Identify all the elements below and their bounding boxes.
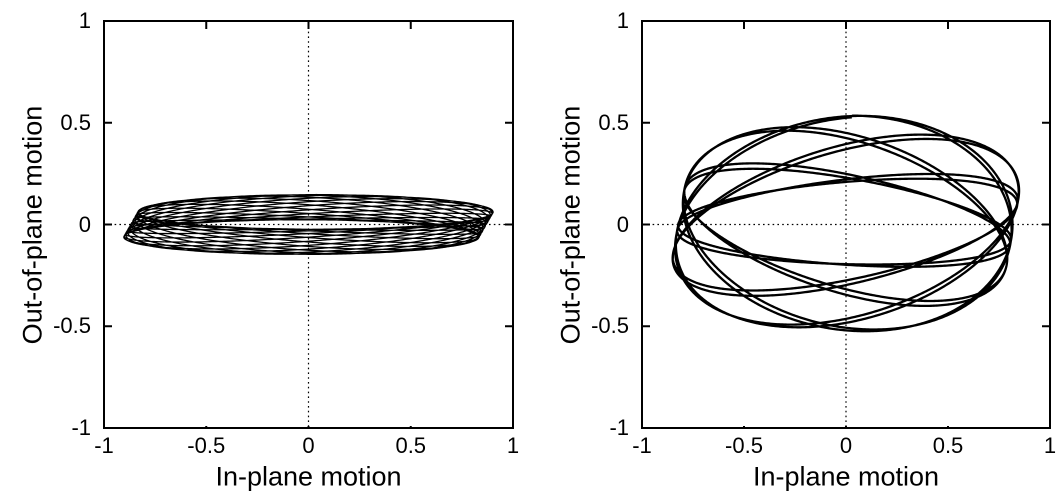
plot-area-left xyxy=(103,20,514,429)
y-tick-label-right: -0.5 xyxy=(591,313,629,339)
x-tick-label-left: -1 xyxy=(94,433,114,458)
x-axis-label-right: In-plane motion xyxy=(752,461,940,492)
y-tick-label-left: 0 xyxy=(78,211,91,237)
y-tick-label-right: 0.5 xyxy=(598,109,629,135)
y-tick-label-right: -1 xyxy=(609,415,629,440)
x-tick-label-left: 1 xyxy=(506,433,520,458)
x-tick-label-right: 0 xyxy=(839,433,853,458)
x-tick-label-left: 0.5 xyxy=(395,433,427,458)
x-tick-label-right: -0.5 xyxy=(725,433,763,458)
plot-area-right xyxy=(641,20,1051,429)
y-tick-label-left: -1 xyxy=(71,415,91,440)
x-tick-label-right: -1 xyxy=(632,433,652,458)
x-tick-label-left: -0.5 xyxy=(187,433,226,458)
y-tick-label-left: 0.5 xyxy=(60,109,91,135)
y-tick-label-left: 1 xyxy=(78,8,91,33)
x-tick-label-right: 0.5 xyxy=(932,433,964,458)
y-tick-label-left: -0.5 xyxy=(53,313,91,339)
x-tick-label-right: 1 xyxy=(1043,433,1057,458)
y-tick-label-right: 0 xyxy=(616,211,629,237)
y-axis-label-right: Out-of-plane motion xyxy=(555,105,586,344)
x-axis-label-left: In-plane motion xyxy=(215,461,402,492)
x-tick-label-left: 0 xyxy=(302,433,315,458)
y-tick-label-right: 1 xyxy=(616,8,629,33)
